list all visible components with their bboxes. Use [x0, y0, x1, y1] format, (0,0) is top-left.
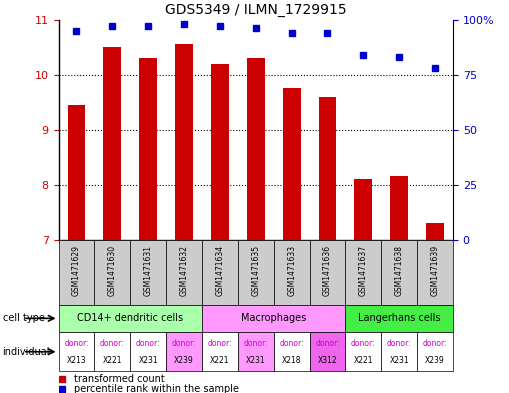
Bar [354, 179, 372, 240]
Text: GSM1471630: GSM1471630 [108, 245, 117, 296]
Text: X312: X312 [318, 356, 337, 365]
Text: X213: X213 [67, 356, 87, 365]
Bar [202, 240, 238, 305]
Text: GSM1471638: GSM1471638 [394, 245, 404, 296]
Text: X231: X231 [246, 356, 266, 365]
Text: Langerhans cells: Langerhans cells [358, 313, 440, 323]
Text: X221: X221 [354, 356, 373, 365]
Text: Macrophages: Macrophages [241, 313, 306, 323]
Text: donor:: donor: [387, 339, 412, 347]
Bar [94, 332, 130, 371]
Text: X239: X239 [174, 356, 194, 365]
Text: cell type: cell type [3, 313, 44, 323]
Text: GSM1471637: GSM1471637 [359, 245, 368, 296]
Bar [94, 240, 130, 305]
Bar [309, 332, 346, 371]
Bar [390, 176, 408, 240]
Text: GSM1471635: GSM1471635 [251, 245, 260, 296]
Text: percentile rank within the sample: percentile rank within the sample [74, 384, 239, 393]
Text: X231: X231 [138, 356, 158, 365]
Bar [426, 223, 444, 240]
Bar [309, 240, 346, 305]
Bar [166, 332, 202, 371]
Bar [59, 240, 94, 305]
Bar [247, 58, 265, 240]
Bar [238, 332, 274, 371]
Text: X239: X239 [425, 356, 445, 365]
Text: GSM1471629: GSM1471629 [72, 245, 81, 296]
Text: X218: X218 [282, 356, 301, 365]
Text: donor:: donor: [279, 339, 304, 347]
Bar [130, 332, 166, 371]
Text: donor:: donor: [351, 339, 376, 347]
Text: GSM1471632: GSM1471632 [180, 245, 188, 296]
Bar [417, 240, 453, 305]
Text: GSM1471639: GSM1471639 [431, 245, 440, 296]
Bar [202, 332, 238, 371]
Bar [346, 305, 453, 332]
Text: CD14+ dendritic cells: CD14+ dendritic cells [77, 313, 183, 323]
Bar [202, 305, 346, 332]
Bar [68, 105, 86, 240]
Text: donor:: donor: [172, 339, 196, 347]
Bar [282, 88, 301, 240]
Text: donor:: donor: [423, 339, 447, 347]
Text: GSM1471633: GSM1471633 [287, 245, 296, 296]
Bar [238, 240, 274, 305]
Bar [103, 47, 121, 240]
Bar [381, 332, 417, 371]
Bar [274, 240, 309, 305]
Bar [211, 64, 229, 240]
Bar [346, 332, 381, 371]
Bar [381, 240, 417, 305]
Text: individual: individual [3, 347, 50, 357]
Bar [166, 240, 202, 305]
Text: donor:: donor: [208, 339, 232, 347]
Bar [59, 332, 94, 371]
Text: GSM1471634: GSM1471634 [215, 245, 224, 296]
Text: X221: X221 [210, 356, 230, 365]
Bar [130, 240, 166, 305]
Text: donor:: donor: [315, 339, 340, 347]
Text: donor:: donor: [64, 339, 89, 347]
Text: donor:: donor: [243, 339, 268, 347]
Text: donor:: donor: [136, 339, 160, 347]
Bar [59, 305, 202, 332]
Text: X221: X221 [103, 356, 122, 365]
Text: donor:: donor: [100, 339, 125, 347]
Text: GSM1471631: GSM1471631 [144, 245, 153, 296]
Bar [139, 58, 157, 240]
Bar [319, 97, 336, 240]
Text: X231: X231 [389, 356, 409, 365]
Bar [274, 332, 309, 371]
Text: GSM1471636: GSM1471636 [323, 245, 332, 296]
Title: GDS5349 / ILMN_1729915: GDS5349 / ILMN_1729915 [165, 3, 347, 17]
Text: transformed count: transformed count [74, 374, 165, 384]
Bar [346, 240, 381, 305]
Bar [417, 332, 453, 371]
Bar [175, 44, 193, 240]
